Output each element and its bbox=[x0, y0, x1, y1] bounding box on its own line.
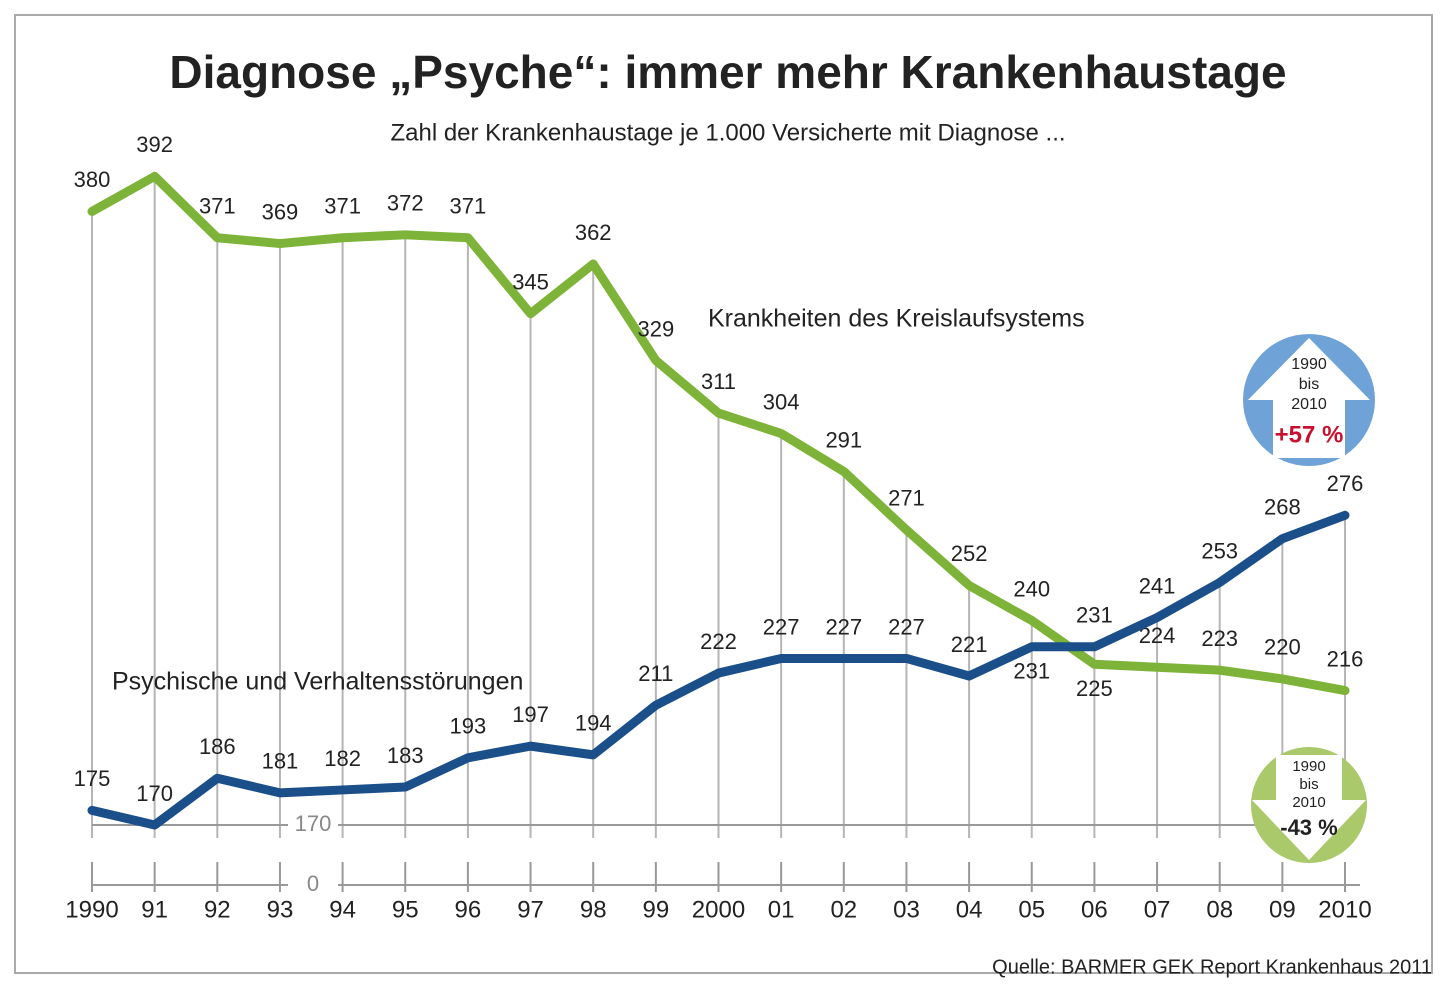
data-label: 194 bbox=[575, 711, 612, 736]
series-label: Krankheiten des Kreislaufsystems bbox=[708, 305, 1085, 333]
data-label: 211 bbox=[638, 661, 673, 686]
data-label: 371 bbox=[199, 194, 236, 219]
x-tick-label: 99 bbox=[642, 896, 669, 923]
data-label: 220 bbox=[1264, 635, 1301, 660]
y-tick-label: 170 bbox=[295, 811, 332, 836]
badge-change: +57 % bbox=[1275, 421, 1344, 448]
series-line bbox=[87, 171, 1350, 696]
data-label: 231 bbox=[1013, 659, 1050, 684]
data-label: 231 bbox=[1076, 603, 1113, 628]
badge-text: 2010 bbox=[1292, 794, 1325, 811]
badge-text: 1990 bbox=[1292, 758, 1325, 775]
data-label: 227 bbox=[825, 614, 862, 639]
badge-text: bis bbox=[1299, 376, 1319, 393]
data-label: 223 bbox=[1201, 626, 1238, 651]
data-label: 371 bbox=[450, 194, 487, 219]
data-label: 369 bbox=[262, 199, 299, 224]
x-tick-label: 09 bbox=[1269, 896, 1296, 923]
badge-change: -43 % bbox=[1280, 815, 1337, 840]
data-label: 268 bbox=[1264, 494, 1301, 519]
source: Quelle: BARMER GEK Report Krankenhaus 20… bbox=[992, 956, 1432, 978]
x-tick-label: 91 bbox=[141, 896, 168, 923]
data-label: 225 bbox=[1076, 676, 1113, 701]
x-tick-label: 02 bbox=[830, 896, 857, 923]
data-label: 186 bbox=[199, 734, 236, 759]
series-line bbox=[87, 510, 1350, 830]
x-tick-label: 06 bbox=[1081, 896, 1108, 923]
data-label: 276 bbox=[1327, 471, 1364, 496]
data-label: 221 bbox=[951, 632, 988, 657]
y-tick-label: 0 bbox=[307, 871, 319, 896]
data-label: 227 bbox=[888, 614, 925, 639]
chart-subtitle: Zahl der Krankenhaustage je 1.000 Versic… bbox=[390, 119, 1065, 146]
frame bbox=[14, 14, 1433, 974]
x-tick-label: 93 bbox=[267, 896, 294, 923]
x-tick-label: 03 bbox=[893, 896, 920, 923]
data-label: 271 bbox=[888, 486, 925, 511]
x-tick-label: 08 bbox=[1206, 896, 1233, 923]
data-label: 216 bbox=[1327, 646, 1364, 671]
data-label: 291 bbox=[825, 427, 862, 452]
x-tick-label: 1990 bbox=[65, 896, 118, 923]
badge-text: bis bbox=[1299, 776, 1318, 793]
data-label: 183 bbox=[387, 743, 424, 768]
data-label: 392 bbox=[136, 132, 173, 157]
data-label: 222 bbox=[700, 629, 737, 654]
tick-bg bbox=[288, 813, 338, 837]
data-label: 311 bbox=[701, 369, 736, 394]
x-tick-label: 01 bbox=[768, 896, 795, 923]
x-tick-label: 95 bbox=[392, 896, 419, 923]
badge-text: 2010 bbox=[1291, 396, 1327, 413]
tick-bg bbox=[288, 873, 338, 897]
x-tick-label: 2010 bbox=[1318, 896, 1371, 923]
x-tick-label: 2000 bbox=[692, 896, 745, 923]
data-label: 240 bbox=[1013, 576, 1050, 601]
data-label: 227 bbox=[763, 614, 800, 639]
data-label: 380 bbox=[74, 167, 111, 192]
data-label: 241 bbox=[1139, 573, 1176, 598]
data-label: 197 bbox=[512, 702, 549, 727]
x-tick-label: 97 bbox=[517, 896, 544, 923]
x-tick-label: 92 bbox=[204, 896, 231, 923]
x-tick-label: 05 bbox=[1018, 896, 1045, 923]
data-label: 252 bbox=[951, 541, 988, 566]
plot: 1990 91 92 93 94 95 96 97 98 99 2000 01 02 03 04 05 06 07… bbox=[65, 132, 1371, 923]
data-label: 304 bbox=[763, 389, 800, 414]
x-tick-label: 94 bbox=[329, 896, 356, 923]
x-tick-label: 98 bbox=[580, 896, 607, 923]
data-label: 193 bbox=[450, 714, 487, 739]
x-tick-label: 07 bbox=[1144, 896, 1171, 923]
data-label: 182 bbox=[324, 746, 361, 771]
series-label: Psychische und Verhaltensstörungen bbox=[112, 668, 523, 696]
data-label: 345 bbox=[512, 270, 549, 295]
x-tick-label: 96 bbox=[455, 896, 482, 923]
data-label: 170 bbox=[136, 781, 173, 806]
data-label: 362 bbox=[575, 220, 612, 245]
data-label: 253 bbox=[1201, 538, 1238, 563]
badge-text: 1990 bbox=[1291, 356, 1327, 373]
data-label: 329 bbox=[637, 316, 674, 341]
data-label: 181 bbox=[262, 749, 299, 774]
data-label: 372 bbox=[387, 191, 424, 216]
chart-title: Diagnose „Psyche“: immer mehr Krankenhau… bbox=[169, 46, 1286, 98]
badge-down: 1990 bis 2010 -43 % bbox=[1251, 747, 1367, 863]
data-label: 371 bbox=[324, 194, 361, 219]
badge-up: 1990 bis 2010 +57 % bbox=[1243, 334, 1375, 466]
data-label: 175 bbox=[74, 766, 111, 791]
x-tick-label: 04 bbox=[956, 896, 983, 923]
